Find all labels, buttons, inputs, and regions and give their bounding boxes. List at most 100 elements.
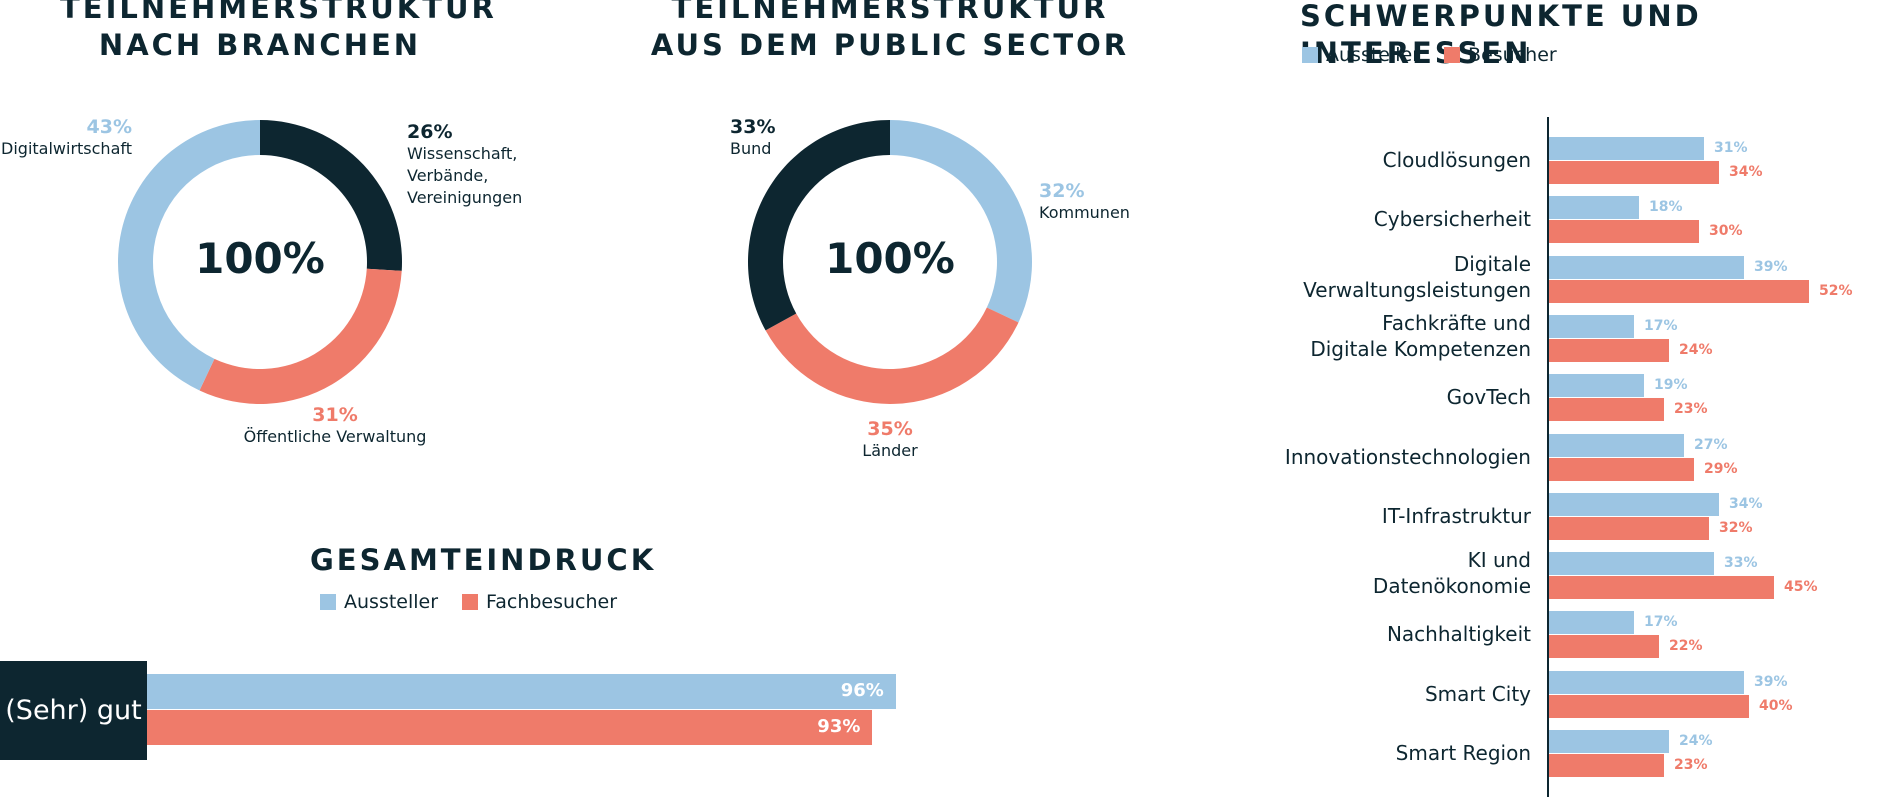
public-sector-pct-bund: 33% — [730, 116, 776, 138]
bar-besucher-smart-city — [1549, 694, 1749, 718]
legend-item-fachbesucher: Fachbesucher — [462, 591, 617, 613]
category-label-govtech: GovTech — [1446, 385, 1531, 410]
bar-aussteller-cybersicherheit — [1549, 196, 1639, 220]
legend-label-aussteller-2: Aussteller — [1326, 44, 1421, 66]
value-besucher-cloudlösungen: 34% — [1729, 164, 1763, 180]
public-sector-label-laender: 35% Länder — [840, 418, 940, 462]
value-besucher-fachkräfte-und-digitale-kompetenzen: 24% — [1679, 341, 1713, 358]
branchen-title: TEILNEHMERSTRUKTUR NACH BRANCHEN — [60, 0, 497, 62]
value-besucher-cybersicherheit: 30% — [1709, 223, 1743, 240]
branchen-slice-2 — [118, 120, 260, 391]
bar-aussteller-innovationstechnologien — [1549, 433, 1684, 457]
legend-item-aussteller-2: Aussteller — [1302, 44, 1420, 66]
bar-aussteller-digitale-verwaltungsleistungen — [1549, 255, 1744, 279]
public-sector-pct-kommunen: 32% — [1039, 180, 1085, 202]
bar-aussteller-smart-region — [1549, 730, 1669, 753]
bar-besucher-smart-region — [1549, 754, 1664, 777]
schwerpunkte-axis-line — [1547, 117, 1549, 797]
value-besucher-it-infrastruktur: 32% — [1719, 519, 1753, 536]
bar-besucher-it-infrastruktur — [1549, 516, 1709, 540]
value-aussteller-nachhaltigkeit: 17% — [1644, 614, 1678, 631]
legend-swatch-besucher — [1444, 47, 1461, 63]
bar-aussteller-ki-und-datenökonomie — [1549, 552, 1714, 576]
branchen-donut-chart — [118, 120, 402, 404]
public-sector-text-laender: Länder — [862, 441, 918, 460]
gesamteindruck-value-fachbesucher: 93% — [817, 716, 861, 737]
value-aussteller-ki-und-datenökonomie: 33% — [1724, 555, 1758, 572]
category-label-smart-city: Smart City — [1424, 681, 1531, 706]
value-besucher-smart-city: 40% — [1759, 697, 1793, 714]
category-label-it-infrastruktur: IT-Infrastruktur — [1381, 503, 1531, 528]
public-sector-slice-0 — [890, 120, 1032, 323]
branchen-pct-digitalwirtschaft: 43% — [86, 116, 132, 138]
branchen-label-verwaltung: 31% Öffentliche Verwaltung — [230, 404, 440, 448]
category-label-nachhaltigkeit: Nachhaltigkeit — [1386, 622, 1531, 647]
public-sector-slice-2 — [748, 120, 890, 331]
branchen-pct-verwaltung: 31% — [312, 404, 358, 426]
bar-besucher-ki-und-datenökonomie — [1549, 576, 1774, 600]
value-besucher-nachhaltigkeit: 22% — [1669, 638, 1703, 655]
public-sector-text-bund: Bund — [730, 139, 772, 158]
bar-aussteller-cloudlösungen — [1549, 137, 1704, 160]
bar-aussteller-it-infrastruktur — [1549, 492, 1719, 516]
value-aussteller-govtech: 19% — [1654, 377, 1688, 394]
public-sector-center-total: 100% — [825, 234, 955, 283]
value-besucher-govtech: 23% — [1674, 401, 1708, 418]
branchen-slice-1 — [199, 268, 402, 404]
public-sector-slice-1 — [765, 307, 1019, 404]
value-aussteller-cybersicherheit: 18% — [1649, 199, 1683, 216]
gesamteindruck-value-aussteller: 96% — [840, 680, 884, 701]
branchen-label-digitalwirtschaft: 43% Digitalwirtschaft — [0, 116, 132, 160]
legend-label-fachbesucher: Fachbesucher — [486, 591, 618, 613]
category-label-cybersicherheit: Cybersicherheit — [1373, 207, 1531, 232]
value-aussteller-smart-city: 39% — [1754, 673, 1788, 690]
category-label-fachkräfte-und-digitale-kompetenzen: Fachkräfte und Digitale Kompetenzen — [1310, 310, 1531, 361]
public-sector-label-kommunen: 32% Kommunen — [1039, 180, 1130, 224]
branchen-text-digitalwirtschaft: Digitalwirtschaft — [1, 139, 132, 158]
gesamteindruck-legend: Aussteller Fachbesucher — [320, 591, 641, 613]
bar-besucher-govtech — [1549, 398, 1664, 422]
bar-aussteller-fachkräfte-und-digitale-kompetenzen — [1549, 314, 1634, 338]
schwerpunkte-legend: Aussteller Besucher — [1302, 44, 1581, 66]
bar-besucher-innovationstechnologien — [1549, 457, 1694, 481]
value-besucher-ki-und-datenökonomie: 45% — [1784, 579, 1818, 596]
bar-besucher-cloudlösungen — [1549, 161, 1719, 184]
legend-swatch-aussteller-2 — [1302, 47, 1318, 63]
bar-aussteller-govtech — [1549, 374, 1644, 398]
branchen-pct-wissenschaft: 26% — [407, 121, 453, 143]
bar-besucher-cybersicherheit — [1549, 220, 1699, 244]
public-sector-pct-laender: 35% — [867, 418, 913, 440]
category-label-ki-und-datenökonomie: KI und Datenökonomie — [1372, 548, 1531, 599]
value-besucher-innovationstechnologien: 29% — [1704, 460, 1738, 477]
gesamteindruck-title: GESAMTEINDRUCK — [310, 543, 657, 577]
value-aussteller-digitale-verwaltungsleistungen: 39% — [1754, 258, 1788, 275]
value-aussteller-cloudlösungen: 31% — [1714, 140, 1748, 156]
branchen-label-wissenschaft: 26% Wissenschaft, Verbände, Vereinigunge… — [407, 121, 522, 209]
category-label-innovationstechnologien: Innovationstechnologien — [1284, 444, 1531, 469]
bar-besucher-digitale-verwaltungsleistungen — [1549, 279, 1809, 303]
bar-aussteller-smart-city — [1549, 670, 1744, 694]
public-sector-text-kommunen: Kommunen — [1039, 203, 1130, 222]
gesamteindruck-bar-fachbesucher: 93% — [147, 710, 873, 745]
value-besucher-smart-region: 23% — [1674, 757, 1708, 773]
gesamteindruck-category-label: (Sehr) gut — [0, 661, 147, 760]
public-sector-label-bund: 33% Bund — [730, 116, 775, 160]
legend-swatch-aussteller — [320, 594, 336, 610]
value-aussteller-it-infrastruktur: 34% — [1729, 495, 1763, 512]
value-aussteller-innovationstechnologien: 27% — [1694, 436, 1728, 453]
category-label-cloudlösungen: Cloudlösungen — [1382, 148, 1531, 172]
branchen-text-verwaltung: Öffentliche Verwaltung — [243, 427, 427, 446]
value-aussteller-fachkräfte-und-digitale-kompetenzen: 17% — [1644, 317, 1678, 334]
legend-item-aussteller: Aussteller — [320, 591, 438, 613]
public-sector-donut-chart — [748, 120, 1032, 404]
legend-swatch-fachbesucher — [462, 594, 479, 610]
legend-label-besucher: Besucher — [1468, 44, 1557, 66]
legend-label-aussteller: Aussteller — [344, 591, 439, 613]
category-label-digitale-verwaltungsleistungen: Digitale Verwaltungsleistungen — [1303, 251, 1531, 302]
bar-besucher-nachhaltigkeit — [1549, 635, 1659, 659]
branchen-slice-0 — [260, 120, 402, 271]
schwerpunkte-title: SCHWERPUNKTE UND INTERESSEN — [1300, 0, 1702, 70]
branchen-center-total: 100% — [195, 234, 325, 283]
gesamteindruck-bar-aussteller: 96% — [147, 674, 896, 709]
bar-aussteller-nachhaltigkeit — [1549, 611, 1634, 635]
